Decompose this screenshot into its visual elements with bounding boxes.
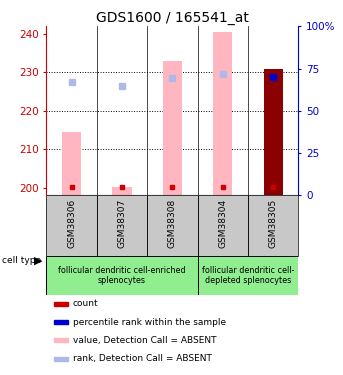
Bar <box>198 195 248 256</box>
Text: GSM38304: GSM38304 <box>218 198 227 248</box>
Text: follicular dendritic cell-
depleted splenocytes: follicular dendritic cell- depleted sple… <box>202 266 294 285</box>
Bar <box>97 195 147 256</box>
Bar <box>46 256 198 295</box>
Text: count: count <box>73 299 98 308</box>
Bar <box>54 302 68 306</box>
Bar <box>163 61 182 195</box>
Text: follicular dendritic cell-enriched
splenocytes: follicular dendritic cell-enriched splen… <box>58 266 186 285</box>
Text: cell type: cell type <box>2 256 41 265</box>
Text: GSM38306: GSM38306 <box>67 198 76 248</box>
Bar <box>54 320 68 324</box>
Bar <box>248 195 298 256</box>
Text: percentile rank within the sample: percentile rank within the sample <box>73 318 226 327</box>
Text: rank, Detection Call = ABSENT: rank, Detection Call = ABSENT <box>73 354 212 363</box>
Bar <box>147 195 198 256</box>
Bar <box>113 187 131 195</box>
Bar <box>198 256 298 295</box>
Bar <box>264 69 283 195</box>
Bar <box>62 132 81 195</box>
Bar <box>54 339 68 342</box>
Text: value, Detection Call = ABSENT: value, Detection Call = ABSENT <box>73 336 216 345</box>
Bar <box>213 32 232 195</box>
Text: GSM38307: GSM38307 <box>117 198 127 248</box>
Text: GSM38305: GSM38305 <box>269 198 278 248</box>
Text: ▶: ▶ <box>34 256 42 266</box>
Title: GDS1600 / 165541_at: GDS1600 / 165541_at <box>96 11 249 25</box>
Text: GSM38308: GSM38308 <box>168 198 177 248</box>
Bar <box>46 195 97 256</box>
Bar <box>54 357 68 361</box>
